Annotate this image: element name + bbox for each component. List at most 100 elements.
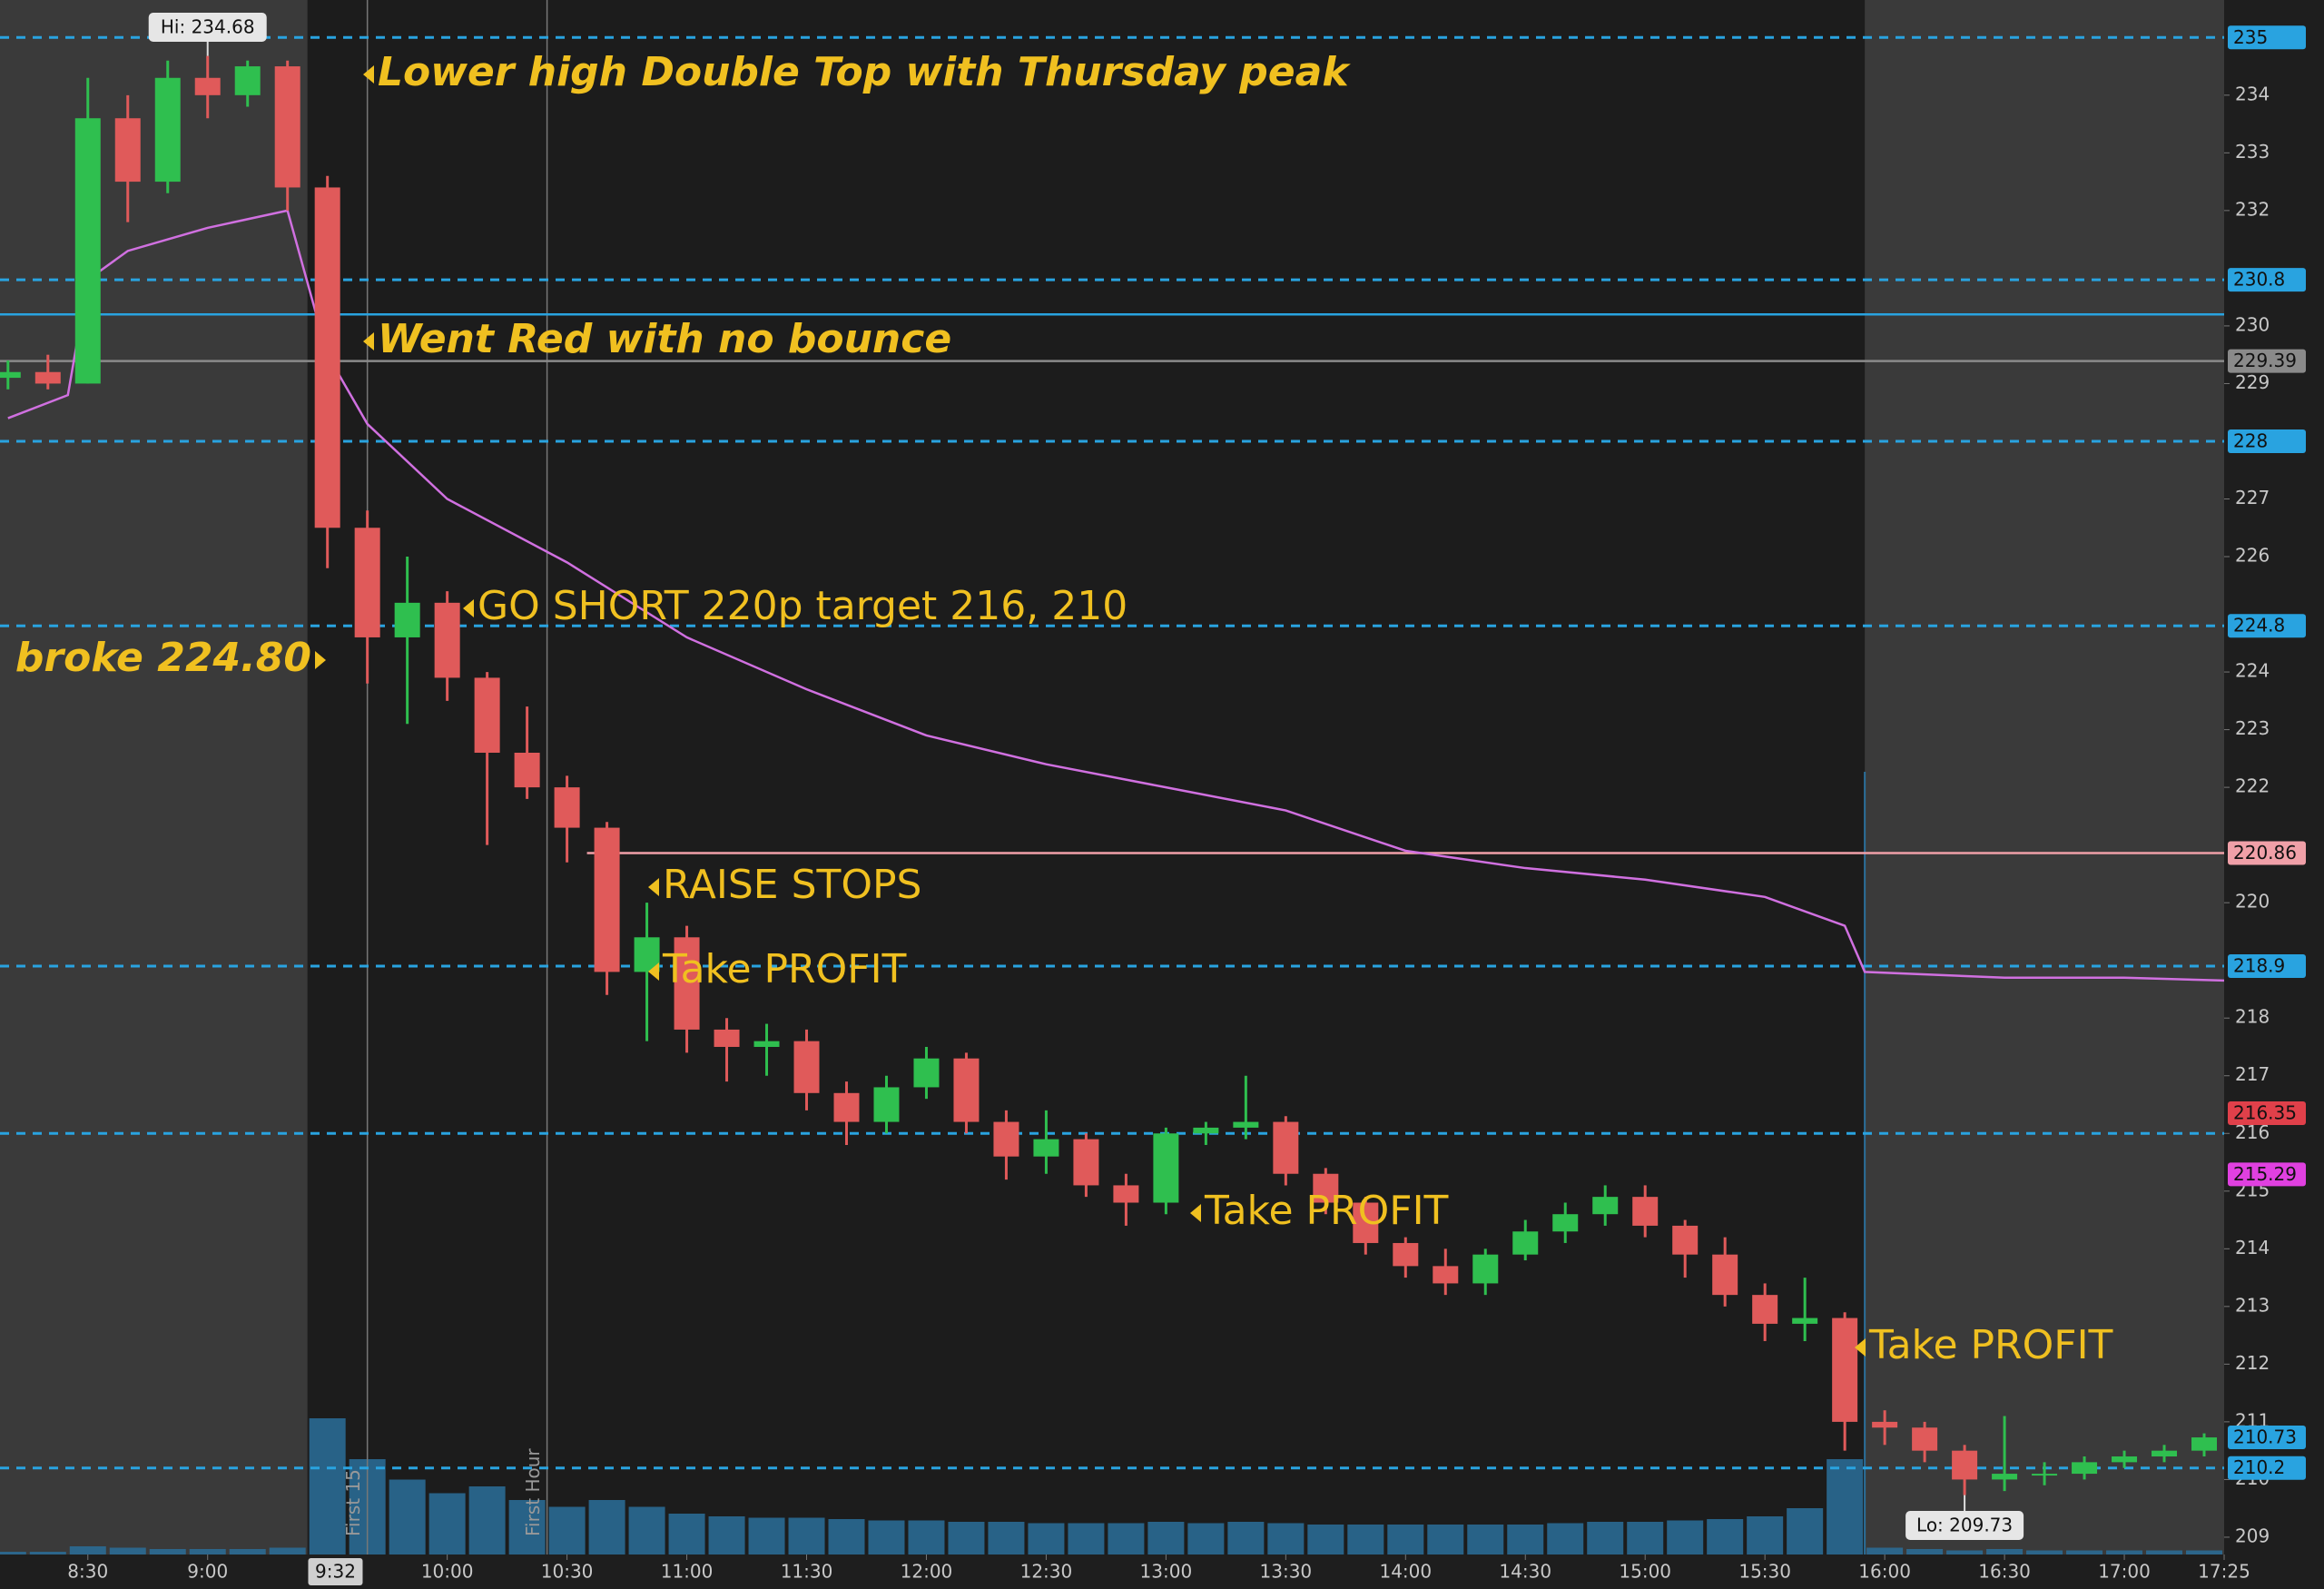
volume-bar	[1387, 1525, 1424, 1554]
x-tick-label: 14:30	[1499, 1561, 1551, 1583]
volume-bar	[1467, 1525, 1504, 1554]
volume-bar	[588, 1500, 625, 1554]
volume-bar	[109, 1547, 146, 1554]
x-tick-label: 14:00	[1379, 1561, 1432, 1583]
candle-body	[1912, 1427, 1938, 1451]
candle-body	[0, 371, 21, 379]
annotation-arrow	[1190, 1204, 1201, 1222]
annotation-arrow	[463, 599, 474, 617]
y-tick-label: 214	[2235, 1237, 2270, 1258]
annotation-arrow	[648, 878, 659, 896]
price-box	[2228, 1456, 2306, 1480]
y-tick-label: 234	[2235, 83, 2270, 104]
candle-body	[2032, 1474, 2058, 1476]
y-tick-label: 224	[2235, 660, 2270, 682]
y-tick-label: 209	[2235, 1525, 2270, 1546]
volume-bar	[1827, 1459, 1864, 1554]
candle-body	[1313, 1173, 1339, 1203]
price-box-label: 230.8	[2233, 269, 2285, 291]
y-tick-label: 232	[2235, 198, 2270, 220]
candle-body	[2152, 1450, 2178, 1457]
volume-bar	[389, 1479, 426, 1554]
candle-body	[514, 753, 540, 788]
price-box-label: 224.8	[2233, 615, 2285, 637]
price-box-label: 210.2	[2233, 1456, 2285, 1478]
candle-body	[1552, 1214, 1579, 1232]
candle-body	[1752, 1295, 1778, 1324]
x-tick-label: 11:30	[781, 1561, 833, 1583]
price-box	[2228, 268, 2306, 292]
volume-bar	[708, 1516, 745, 1554]
candle-body	[1273, 1121, 1299, 1174]
volume-bar	[508, 1500, 546, 1554]
volume-bar	[29, 1552, 66, 1554]
annotation-arrow	[363, 332, 374, 350]
y-tick-label: 218	[2235, 1006, 2270, 1028]
volume-bar	[1587, 1522, 1624, 1554]
candle-body	[394, 602, 420, 637]
x-tick-label: 16:00	[1858, 1561, 1911, 1583]
candle-body	[354, 528, 380, 637]
y-tick-label: 212	[2235, 1352, 2270, 1374]
price-box-label: 210.73	[2233, 1426, 2297, 1448]
volume-bar	[189, 1549, 226, 1554]
price-box	[2228, 429, 2306, 453]
annotation: RAISE STOPS	[663, 862, 921, 908]
x-tick-label: 16:30	[1978, 1561, 2031, 1583]
volume-bar	[309, 1418, 346, 1554]
price-box-label: 220.86	[2233, 842, 2297, 864]
hilo-label: Lo: 209.73	[1916, 1515, 2013, 1536]
candle-body	[953, 1058, 980, 1122]
candle-body	[74, 118, 101, 384]
volume-bar	[908, 1520, 945, 1554]
volume-bar	[2026, 1550, 2063, 1554]
y-tick-label: 223	[2235, 717, 2270, 739]
volume-bar	[948, 1522, 985, 1554]
hilo-label: Hi: 234.68	[161, 16, 255, 38]
volume-bar	[1028, 1523, 1065, 1554]
session-bg	[307, 0, 1866, 1554]
candle-body	[993, 1121, 1019, 1157]
cursor-box	[308, 1558, 363, 1585]
volume-bar	[1068, 1523, 1105, 1554]
x-tick-label: 17:25	[2198, 1561, 2250, 1583]
price-box	[2228, 1426, 2306, 1450]
price-box-label: 215.29	[2233, 1163, 2297, 1185]
volume-bar	[1187, 1523, 1225, 1554]
candle-body	[1433, 1266, 1459, 1284]
y-tick-label: 227	[2235, 487, 2270, 508]
volume-bar	[548, 1506, 586, 1554]
volume-bar	[69, 1546, 106, 1554]
volume-bar	[2066, 1550, 2103, 1554]
y-tick-label: 222	[2235, 775, 2270, 797]
candle-body	[1393, 1242, 1419, 1267]
candle-body	[873, 1087, 900, 1122]
candle-body	[2112, 1456, 2138, 1463]
volume-bar	[149, 1549, 186, 1554]
price-box-label: 216.35	[2233, 1102, 2297, 1124]
volume-bar	[1547, 1523, 1584, 1554]
price-box-label: 235	[2233, 26, 2268, 48]
price-box-label: 218.9	[2233, 955, 2285, 977]
x-axis-bg	[0, 1554, 2324, 1589]
y-tick-label: 226	[2235, 545, 2270, 567]
x-tick-label: 15:00	[1619, 1561, 1671, 1583]
annotation: Lower high Double Top with Thursday peak	[378, 49, 1351, 95]
y-tick-label: 220	[2235, 891, 2270, 913]
volume-bar	[1427, 1525, 1464, 1554]
price-box	[2228, 1101, 2306, 1126]
annotation: Take PROFIT	[1204, 1188, 1449, 1234]
price-box	[2228, 614, 2306, 638]
annotation: Went Red with no bounce	[378, 316, 951, 362]
annotation-arrow	[648, 962, 659, 981]
candle-body	[1193, 1127, 1219, 1134]
candle-body	[753, 1041, 780, 1047]
volume-bar	[1147, 1522, 1185, 1554]
volume-bar	[1707, 1519, 1744, 1554]
volume-bar	[428, 1493, 466, 1554]
candle-body	[1113, 1185, 1139, 1203]
price-box	[2228, 1162, 2306, 1187]
candle-body	[1792, 1318, 1818, 1324]
volume-bar	[1227, 1522, 1265, 1554]
